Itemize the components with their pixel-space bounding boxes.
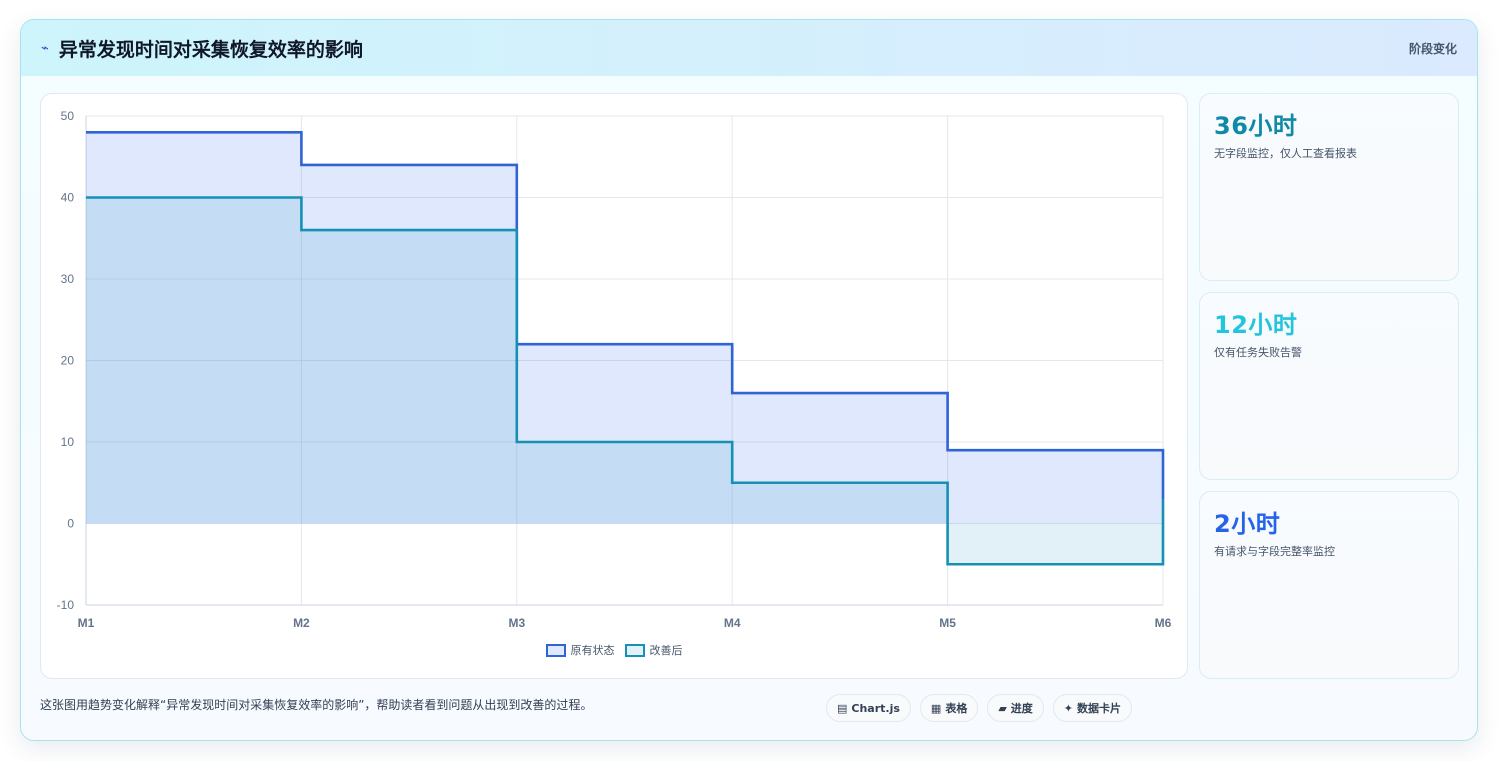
x-tick-label: M4 <box>724 616 741 630</box>
chip-table[interactable]: ▦ 表格 <box>919 694 979 722</box>
chip-label: 进度 <box>1010 702 1033 715</box>
x-tick-label: M3 <box>508 616 525 630</box>
x-tick-label: M1 <box>78 616 95 630</box>
x-tick-label: M2 <box>293 616 310 630</box>
legend-label-improved: 改善后 <box>649 644 683 657</box>
stat-desc: 有请求与字段完整率监控 <box>1214 545 1335 558</box>
stat-value: 36小时 <box>1214 112 1298 140</box>
series-line-0 <box>86 131 1165 500</box>
sparkle-icon: ✦ <box>1063 701 1074 715</box>
legend-item-original[interactable]: 原有状态 <box>545 642 615 658</box>
chip-chartjs[interactable]: ▤ Chart.js <box>826 694 911 722</box>
stat-value: 12小时 <box>1214 311 1298 339</box>
y-tick-label: 50 <box>61 109 75 123</box>
progress-icon: ▰ <box>998 701 1007 715</box>
y-tick-label: 20 <box>61 354 75 368</box>
step-chart: -10 0 10 20 30 40 50 M1 M2 M3 M4 M5 M6 <box>57 109 1172 630</box>
stat-desc: 仅有任务失败告警 <box>1214 346 1302 359</box>
y-tick-label: 0 <box>67 517 74 531</box>
chip-data-card[interactable]: ✦ 数据卡片 <box>1052 694 1133 722</box>
chart-caption: 这张图用趋势变化解释“异常发现时间对采集恢复效率的影响”，帮助读者看到问题从出现… <box>40 698 593 712</box>
y-tick-label: 10 <box>61 435 75 449</box>
table-icon: ▦ <box>930 701 942 715</box>
chip-label: 数据卡片 <box>1077 702 1122 715</box>
x-tick-label: M6 <box>1155 616 1172 630</box>
chart-panel: -10 0 10 20 30 40 50 M1 M2 M3 M4 M5 M6 原有状态 改善后 <box>40 93 1188 679</box>
stage-badge: 阶段变化 <box>1408 41 1457 56</box>
chip-progress[interactable]: ▰ 进度 <box>987 694 1044 722</box>
legend-swatch-original <box>545 643 566 657</box>
y-tick-label: 40 <box>61 191 75 205</box>
stat-desc: 无字段监控，仅人工查看报表 <box>1214 147 1357 160</box>
y-tick-label: 30 <box>61 272 75 286</box>
card-header: ⌁ 异常发现时间对采集恢复效率的影响 阶段变化 <box>21 20 1477 76</box>
series-area-1 <box>86 197 1163 565</box>
chip-row: ▤ Chart.js ▦ 表格 ▰ 进度 ✦ 数据卡片 <box>826 694 1133 722</box>
legend-label-original: 原有状态 <box>570 644 615 657</box>
legend-item-improved[interactable]: 改善后 <box>624 642 683 658</box>
trend-icon: ⌁ <box>41 40 49 56</box>
chart-title: 异常发现时间对采集恢复效率的影响 <box>58 38 363 61</box>
chart-legend: 原有状态 改善后 <box>41 642 1187 658</box>
chip-label: 表格 <box>945 702 968 715</box>
series-line-1 <box>86 196 1165 566</box>
stat-card-2: 12小时 仅有任务失败告警 <box>1199 292 1459 480</box>
stat-card-1: 36小时 无字段监控，仅人工查看报表 <box>1199 93 1459 281</box>
stat-value: 2小时 <box>1214 510 1281 538</box>
stat-card-3: 2小时 有请求与字段完整率监控 <box>1199 491 1459 679</box>
chip-label: Chart.js <box>851 701 900 715</box>
chart-card: ⌁ 异常发现时间对采集恢复效率的影响 阶段变化 -10 0 10 20 30 40 50 M1… <box>20 19 1478 741</box>
y-tick-label: -10 <box>57 598 75 612</box>
legend-swatch-improved <box>624 643 645 657</box>
chart-icon: ▤ <box>837 701 848 715</box>
x-tick-label: M5 <box>939 616 956 630</box>
